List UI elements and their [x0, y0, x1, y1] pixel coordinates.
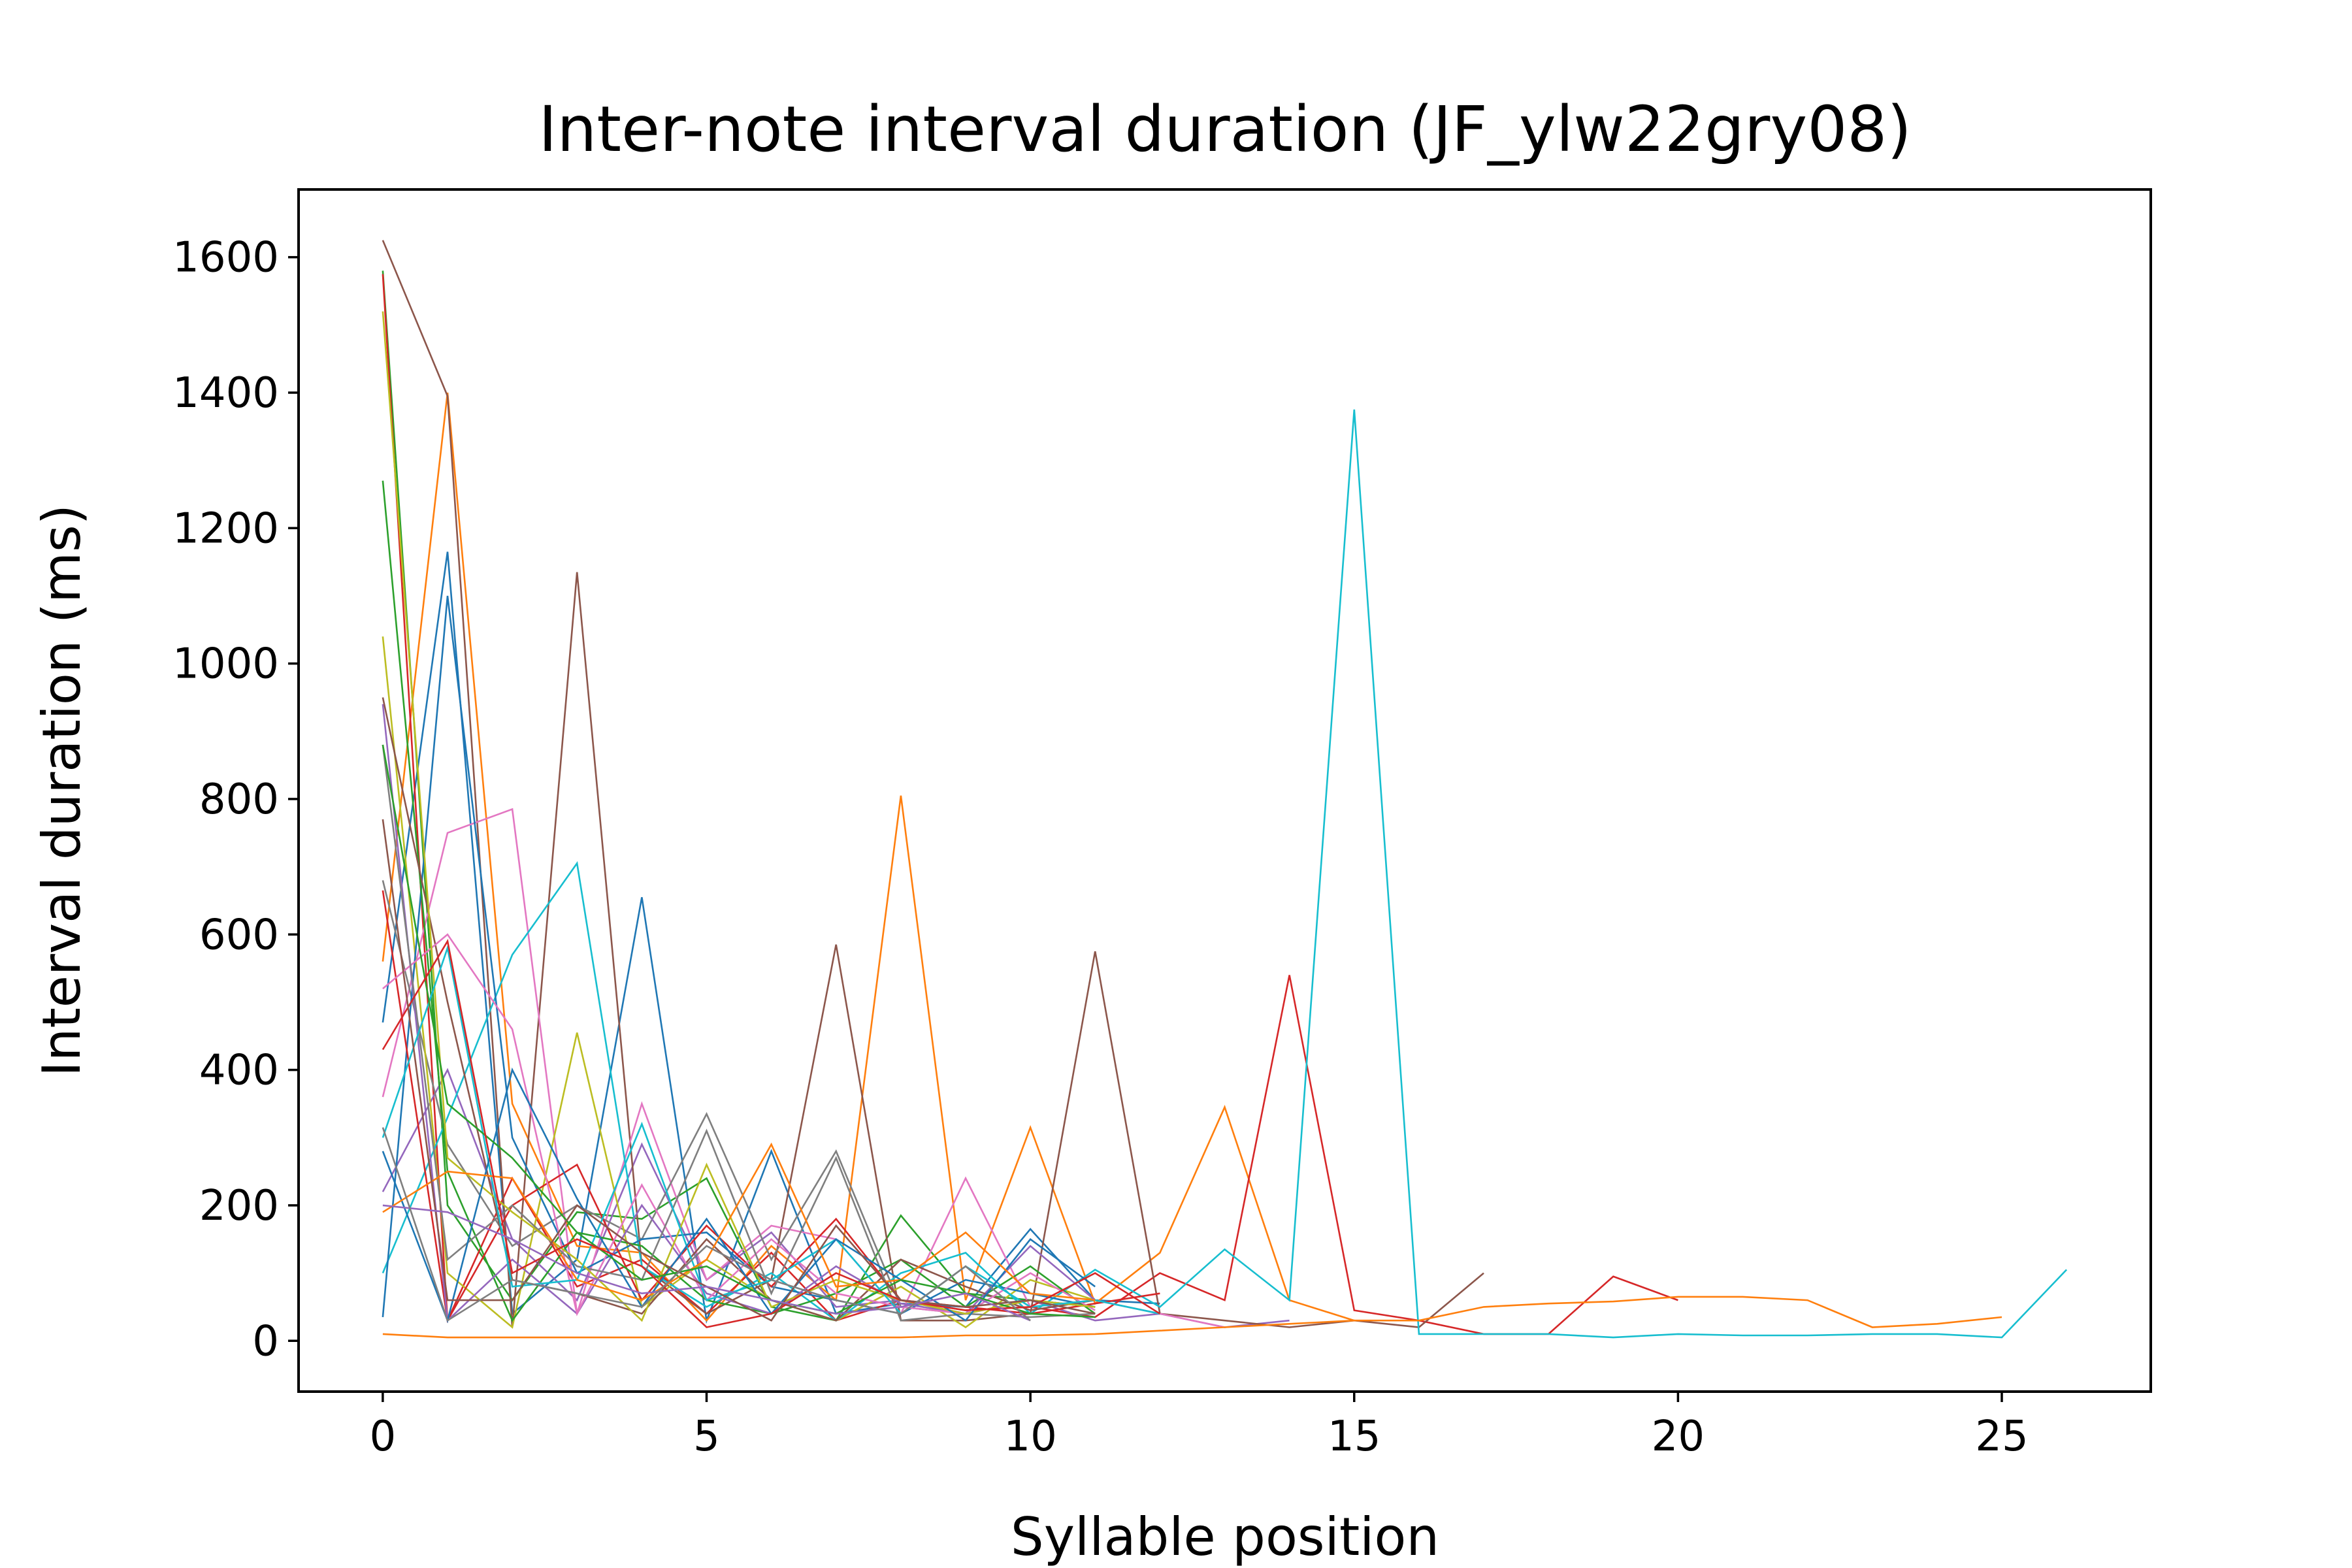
series-line-22	[382, 1142, 1096, 1301]
series-line-13	[382, 480, 1096, 1322]
series-line-27	[382, 1127, 1031, 1322]
y-tick-label: 200	[199, 1182, 279, 1230]
y-tick-label: 600	[199, 911, 279, 959]
chart-title: Inter-note interval duration (JF_ylw22gr…	[538, 93, 1912, 166]
y-tick-label: 0	[252, 1317, 279, 1365]
y-axis: 0 200 400 600 800 1000 1200 1400 1600	[172, 234, 299, 1365]
series-line-11	[382, 595, 1096, 1318]
y-axis-label: Interval duration (ms)	[31, 504, 92, 1077]
y-tick-label: 1000	[172, 640, 279, 689]
series-lines	[382, 240, 2068, 1339]
x-tick-label: 20	[1652, 1413, 1705, 1461]
x-axis-label: Syllable position	[1011, 1507, 1439, 1567]
x-tick-label: 25	[1975, 1413, 2028, 1461]
x-tick-label: 5	[693, 1413, 720, 1461]
series-line-1	[382, 551, 1160, 1324]
series-line-21	[382, 1067, 1096, 1324]
series-line-6	[382, 240, 1484, 1328]
series-line-10	[382, 409, 2068, 1339]
series-line-5	[382, 1068, 1290, 1328]
x-axis: 0 5 10 15 20 25	[370, 1392, 2029, 1461]
y-tick-label: 1400	[172, 369, 279, 417]
x-tick-label: 15	[1328, 1413, 1380, 1461]
series-line-25	[382, 819, 1096, 1322]
y-tick-label: 1200	[172, 504, 279, 553]
plot-frame	[297, 188, 2152, 1393]
series-line-23	[382, 744, 1096, 1318]
series-line-19	[382, 311, 1096, 1322]
y-tick-label: 800	[199, 776, 279, 824]
x-tick-label: 0	[370, 1413, 397, 1461]
x-tick-label: 10	[1004, 1413, 1056, 1461]
series-line-12	[382, 1296, 2002, 1339]
y-tick-label: 1600	[172, 234, 279, 282]
y-tick-label: 400	[199, 1047, 279, 1095]
series-line-9	[382, 636, 1096, 1329]
series-line-24	[382, 939, 1161, 1328]
series-line-26	[382, 1204, 1031, 1322]
series-line-3	[382, 270, 1096, 1322]
